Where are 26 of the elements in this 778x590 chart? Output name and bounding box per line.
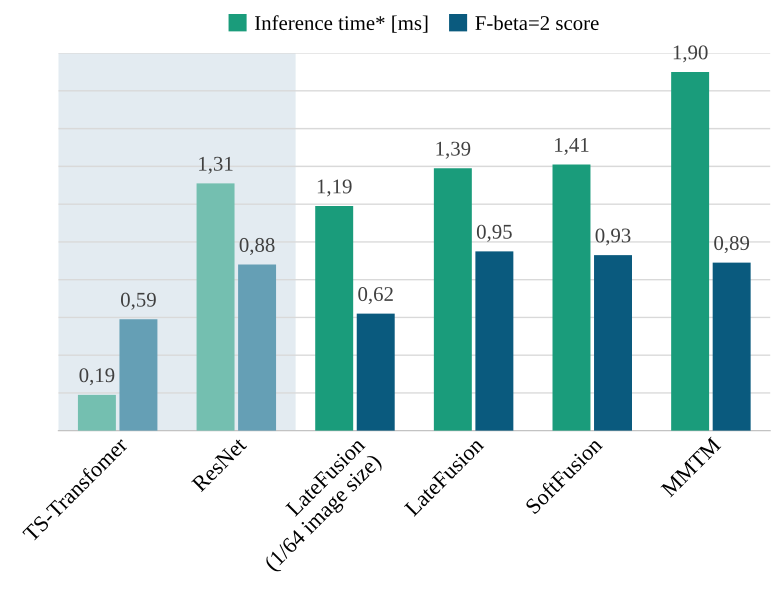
- data-label: 0,89: [714, 236, 750, 254]
- bar: [434, 168, 472, 431]
- data-label: 0,93: [596, 228, 630, 246]
- data-label: 1,39: [436, 142, 470, 159]
- bar: [712, 262, 751, 431]
- bar: [238, 264, 276, 431]
- bar: [552, 164, 590, 431]
- data-label: 0,59: [121, 292, 156, 310]
- bar: [196, 183, 235, 431]
- bar: [475, 251, 514, 431]
- bar: [119, 319, 158, 431]
- bar: [671, 72, 710, 431]
- bar: [315, 206, 354, 431]
- bar: [78, 394, 116, 431]
- data-label: 0,88: [240, 238, 275, 255]
- legend-label: Inference time* [ms]: [255, 15, 428, 33]
- data-label: 1,90: [674, 45, 708, 62]
- data-label: 1,41: [555, 138, 588, 155]
- data-label: 0,62: [358, 287, 393, 304]
- data-label: 1,31: [199, 156, 233, 174]
- data-label: 0,19: [79, 368, 114, 386]
- data-label: 1,19: [318, 179, 352, 196]
- bar: [594, 255, 632, 431]
- data-label: 0,95: [476, 224, 512, 242]
- legend-label: F-beta=2 score: [475, 15, 599, 30]
- bar: [356, 314, 395, 431]
